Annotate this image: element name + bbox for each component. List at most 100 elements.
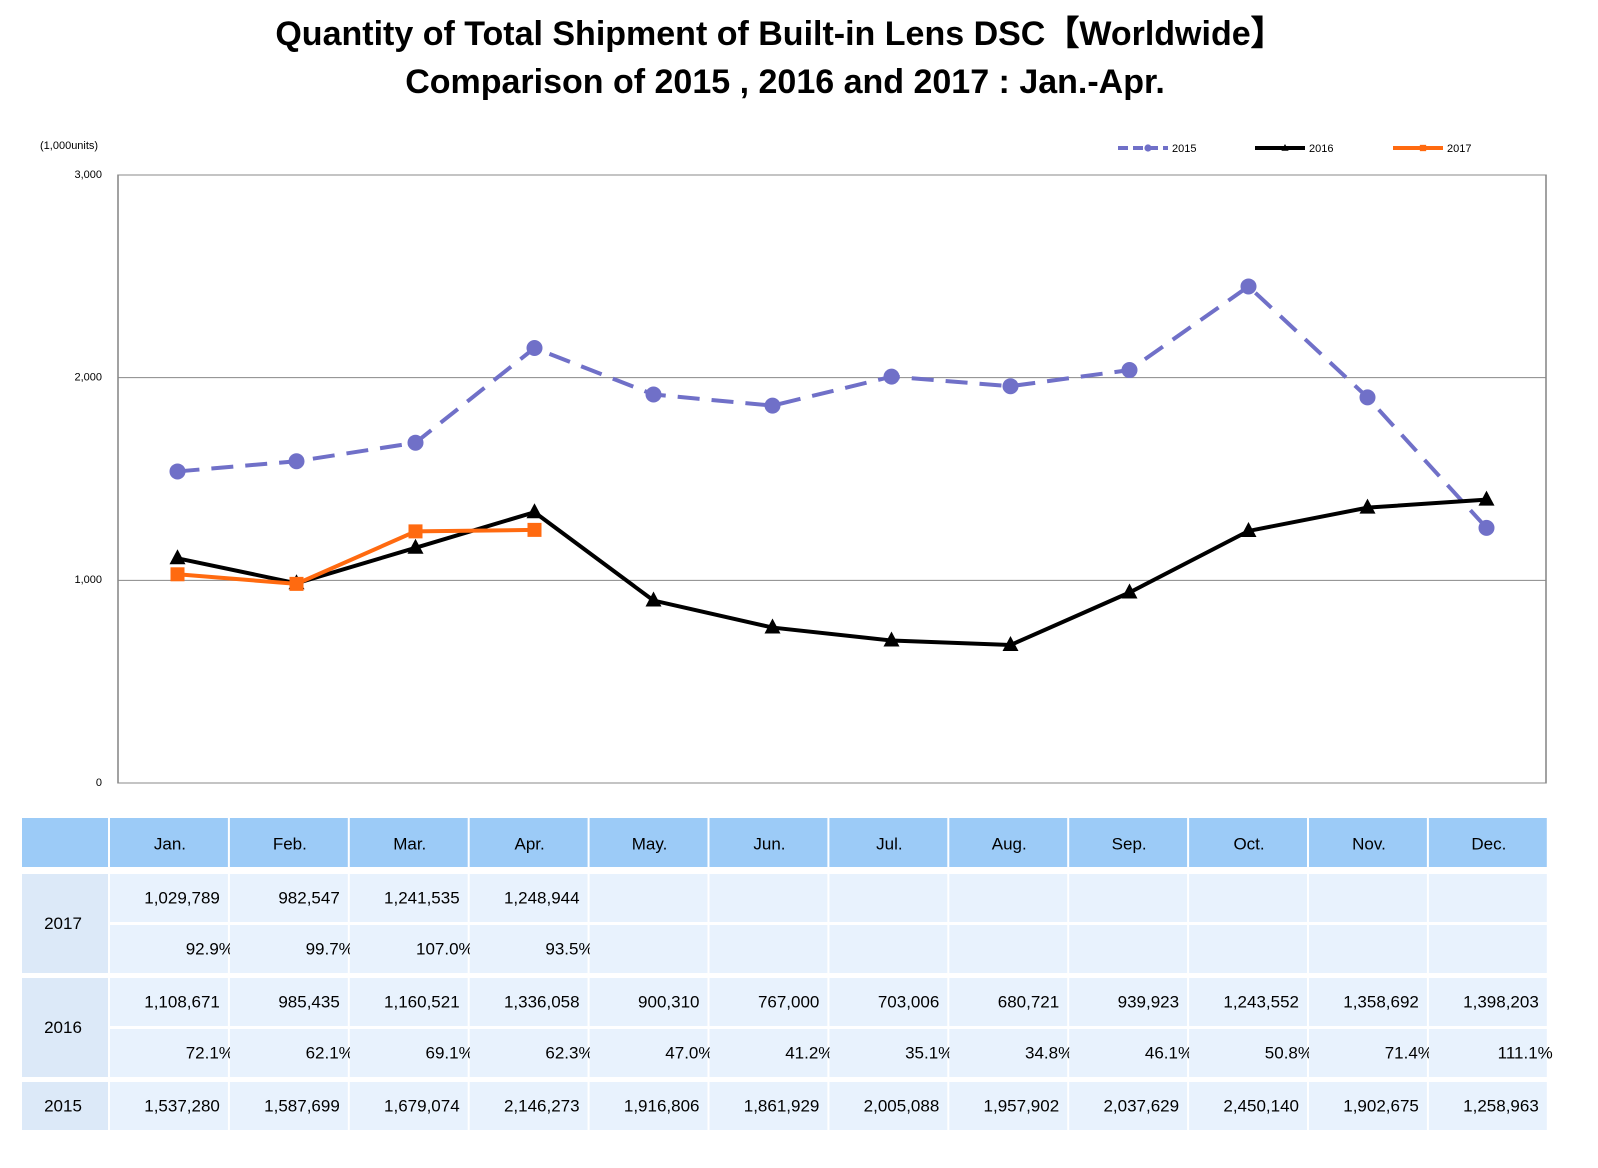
- table-cell-text: 2,146,273: [504, 1096, 580, 1115]
- legend-marker: [1419, 144, 1427, 152]
- table-cell: [229, 978, 348, 1026]
- table-cell: [829, 1082, 948, 1130]
- table-header-text: Jun.: [753, 834, 785, 853]
- table-cell-text: 982,547: [278, 888, 339, 907]
- table-header-cell: [1428, 818, 1547, 867]
- table-header-cell: [589, 818, 708, 867]
- table-row-header-text: 2015: [44, 1096, 82, 1115]
- table-cell-text: 34.8%: [1025, 1043, 1073, 1062]
- point: [1002, 636, 1019, 652]
- table-cell-text: 1,336,058: [504, 992, 580, 1011]
- table-header-text: Oct.: [1233, 834, 1264, 853]
- plot-area: [117, 174, 1547, 784]
- table-cell: [469, 1029, 588, 1077]
- table-cell: [1069, 1029, 1188, 1077]
- table-cell: [349, 978, 468, 1026]
- point: [1240, 278, 1257, 295]
- table-header-text: Jan.: [154, 834, 186, 853]
- table-cell-text: 900,310: [638, 992, 699, 1011]
- table-cell: [229, 1029, 348, 1077]
- y-tick-label: 2,000: [74, 372, 102, 384]
- table-header-cell: [1069, 818, 1188, 867]
- table-cell-text: 1,241,535: [384, 888, 460, 907]
- table-cell: [1428, 1029, 1547, 1077]
- table-row-header: [22, 874, 108, 973]
- table-cell: [110, 978, 228, 1026]
- table-cell: [469, 1082, 588, 1130]
- series-line: [177, 497, 1487, 648]
- table-cell: [709, 1029, 828, 1077]
- table-cell-text: 1,248,944: [504, 888, 580, 907]
- table-cell: [1428, 925, 1547, 973]
- table-cell: [1069, 978, 1188, 1026]
- table-cell: [1189, 925, 1307, 973]
- table-cell: [709, 1082, 828, 1130]
- table-header-cell: [110, 818, 228, 867]
- point: [526, 503, 543, 519]
- table-header-cell: [949, 818, 1068, 867]
- y-tick-label: 1,000: [74, 574, 102, 586]
- table-cell: [589, 1029, 708, 1077]
- table-cell: [110, 874, 228, 922]
- table-cell: [709, 874, 828, 922]
- table-header-cell: [229, 818, 348, 867]
- point: [288, 453, 305, 470]
- point: [407, 434, 424, 451]
- table-cell: [1189, 1029, 1307, 1077]
- table-cell: [949, 874, 1068, 922]
- table-header-cell: [349, 818, 468, 867]
- table-cell: [829, 925, 948, 973]
- table-header-text: Jul.: [876, 834, 902, 853]
- table-cell: [949, 1029, 1068, 1077]
- table-cell-text: 1,398,203: [1463, 992, 1539, 1011]
- table-header-text: Apr.: [515, 834, 545, 853]
- table-cell: [1309, 874, 1427, 922]
- table-cell-text: 1,916,806: [624, 1096, 700, 1115]
- table-cell: [589, 874, 708, 922]
- table-cell: [469, 925, 588, 973]
- table-cell: [1189, 874, 1307, 922]
- table-cell: [110, 925, 228, 973]
- point: [289, 576, 304, 591]
- table-cell-text: 1,537,280: [144, 1096, 220, 1115]
- point: [645, 386, 662, 403]
- table-row-header-text: 2017: [44, 914, 82, 933]
- table-row-header: [22, 978, 108, 1077]
- table-cell-text: 93.5%: [545, 939, 593, 958]
- table-header-text: Sep.: [1112, 834, 1147, 853]
- table-cell-text: 107.0%: [416, 939, 474, 958]
- table-header-text: May.: [632, 834, 668, 853]
- chart-subtitle: Comparison of 2015 , 2016 and 2017 : Jan…: [405, 63, 1165, 101]
- table-cell-text: 2,450,140: [1223, 1096, 1299, 1115]
- point: [1359, 389, 1376, 406]
- table-cell: [1069, 874, 1188, 922]
- table-cell-text: 1,587,699: [264, 1096, 340, 1115]
- table-cell: [349, 874, 468, 922]
- legend-marker: [1281, 143, 1289, 151]
- point: [764, 397, 781, 414]
- table-cell: [1428, 874, 1547, 922]
- point: [645, 591, 662, 607]
- table-cell-text: 41.2%: [785, 1043, 833, 1062]
- table-cell: [349, 925, 468, 973]
- table-row-header-text: 2016: [44, 1018, 82, 1037]
- table-cell: [829, 874, 948, 922]
- table-cell-text: 680,721: [998, 992, 1059, 1011]
- table-cell: [110, 1082, 228, 1130]
- table-cell-text: 1,861,929: [744, 1096, 820, 1115]
- table-header-text: Aug.: [992, 834, 1027, 853]
- point: [764, 618, 781, 634]
- table-cell-text: 1,160,521: [384, 992, 460, 1011]
- table-cell: [469, 874, 588, 922]
- series-line: [177, 527, 535, 586]
- point: [170, 567, 185, 582]
- table-header-text: Nov.: [1352, 834, 1386, 853]
- point: [883, 368, 900, 385]
- table-cell: [829, 978, 948, 1026]
- table-cell: [949, 978, 1068, 1026]
- table-cell: [1428, 1082, 1547, 1130]
- table-cell-text: 35.1%: [905, 1043, 953, 1062]
- series-line: [177, 283, 1488, 530]
